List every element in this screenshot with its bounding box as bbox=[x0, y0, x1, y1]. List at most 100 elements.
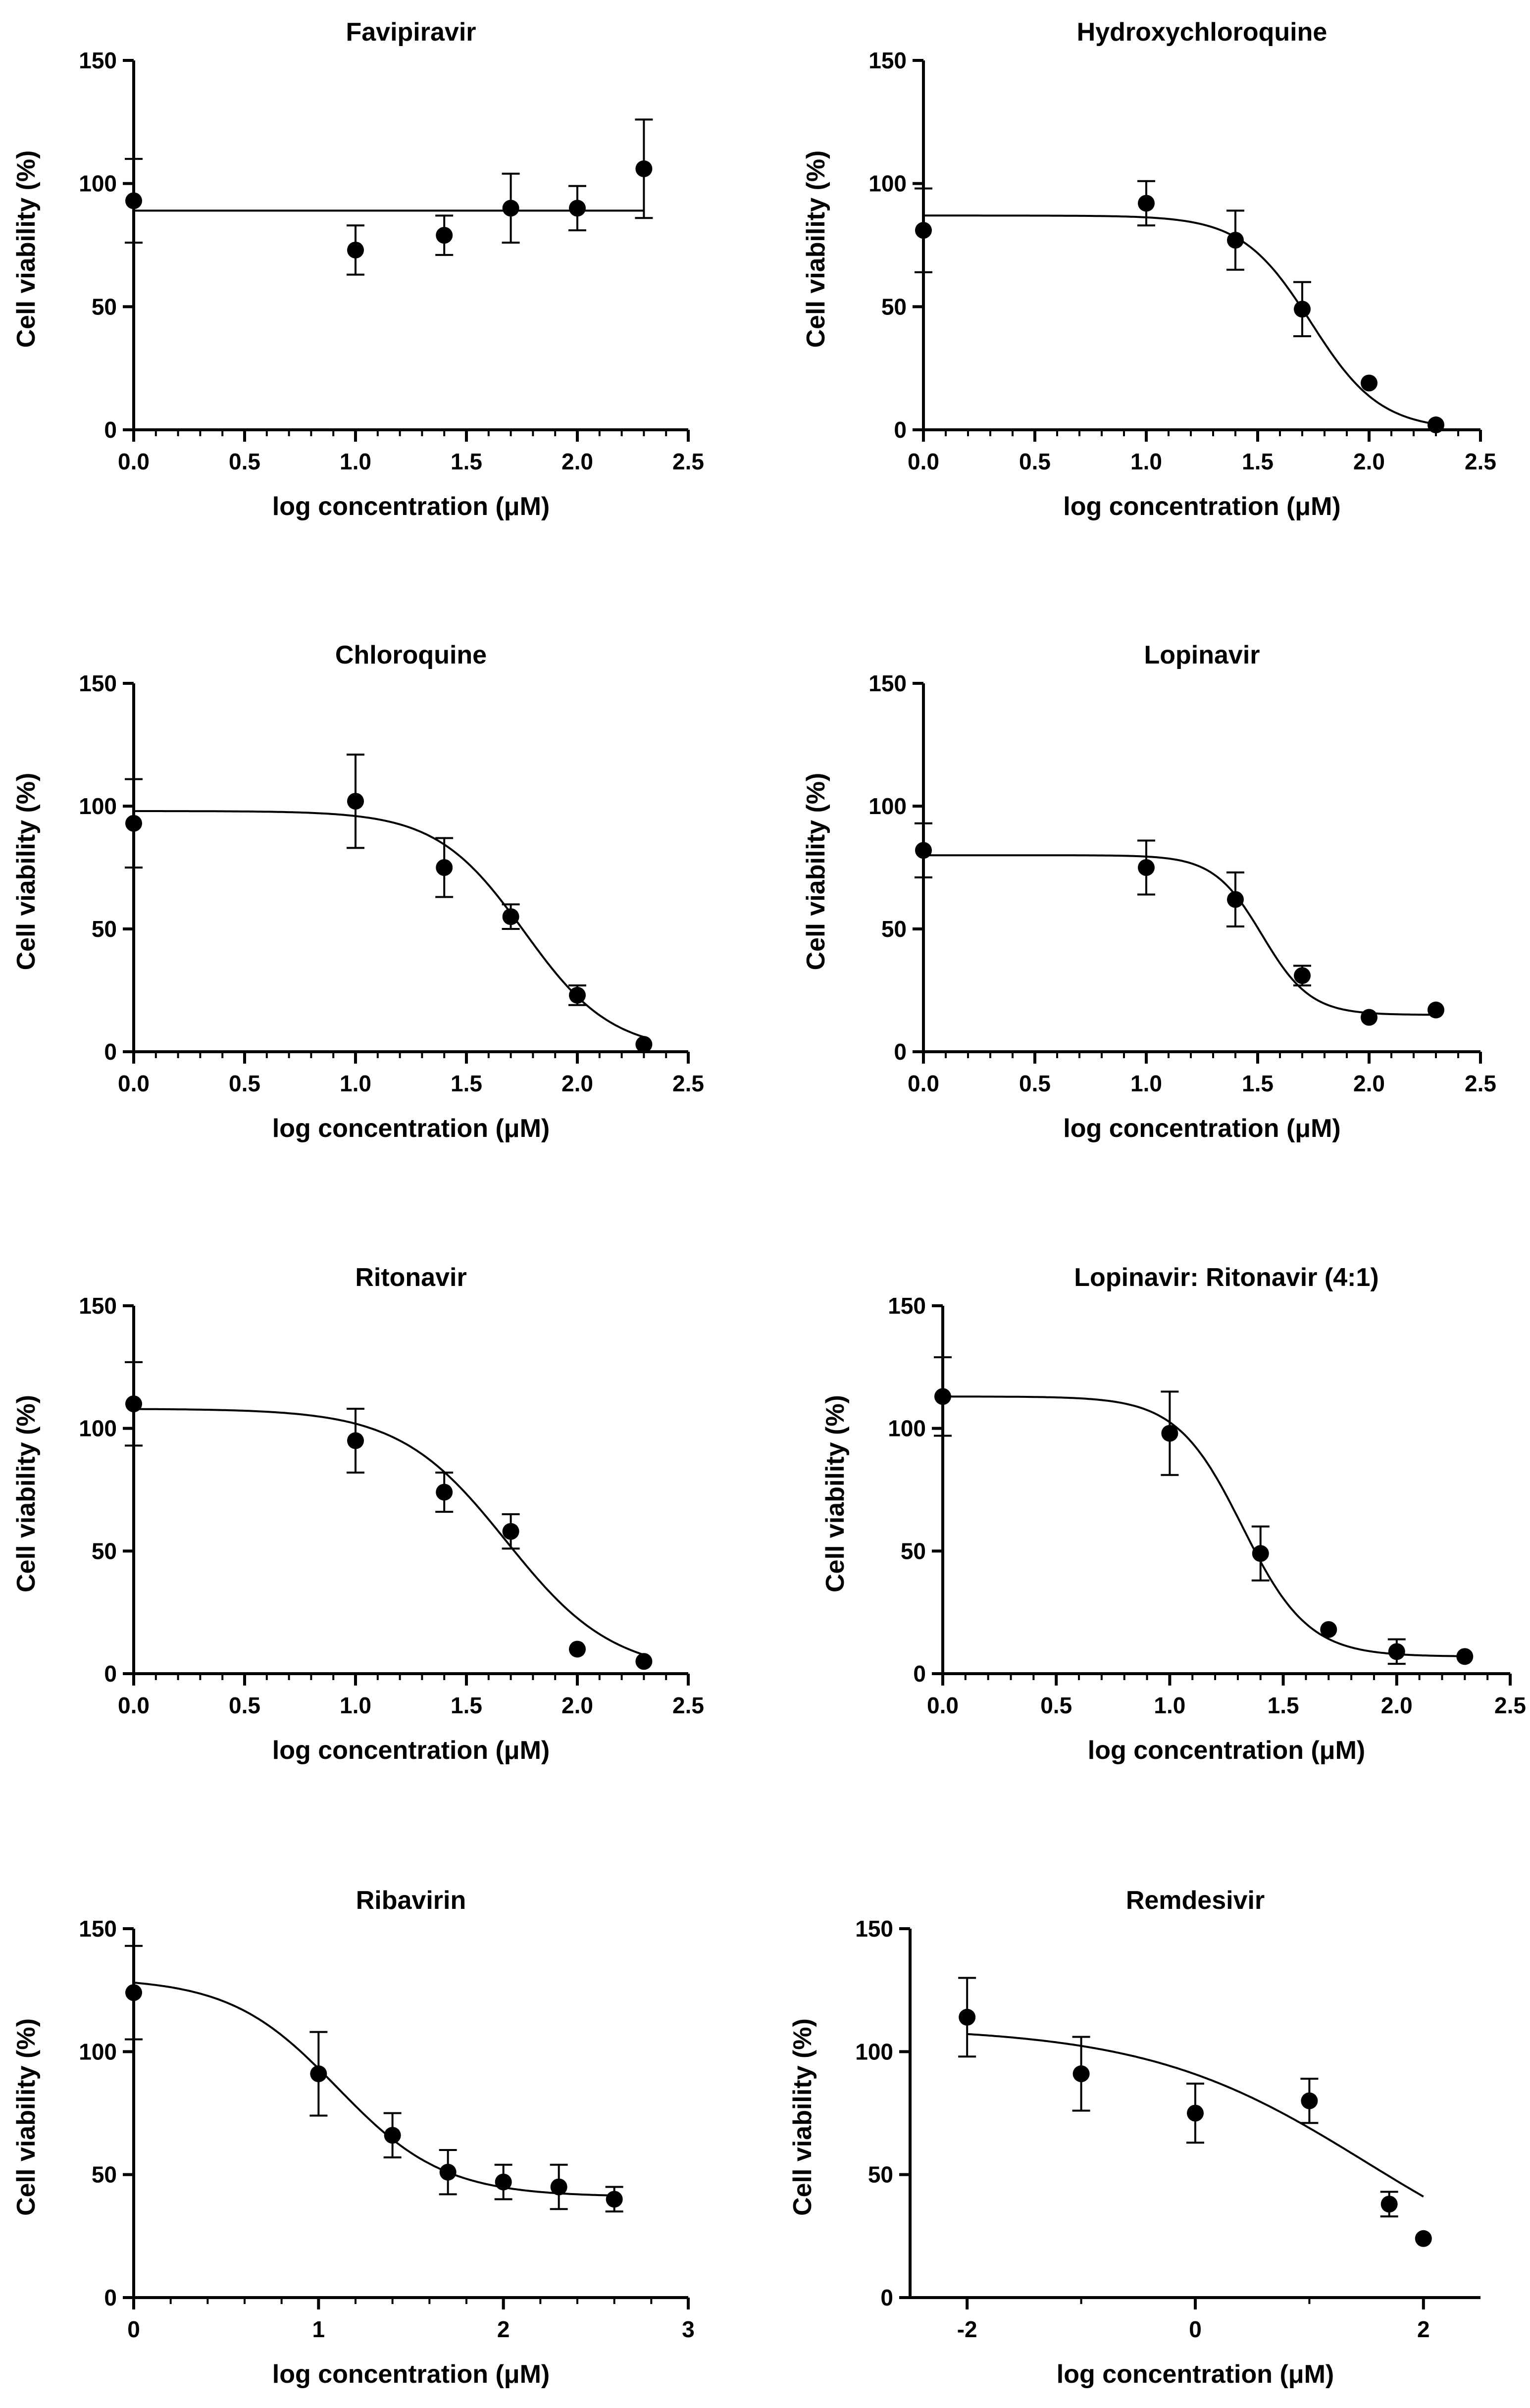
y-tick-label: 150 bbox=[868, 48, 907, 73]
chart-panel: 0 50 100 150 0.0 0.5 1.0 1.5 2.0 2.5 Hydroxychloro… bbox=[802, 18, 1496, 521]
chart-title: Lopinavir: Ritonavir (4:1) bbox=[1074, 1263, 1378, 1292]
y-tick-label: 150 bbox=[79, 1916, 117, 1942]
x-tick-label: 3 bbox=[682, 2316, 695, 2342]
y-tick-label: 100 bbox=[868, 171, 907, 197]
data-point bbox=[502, 908, 519, 925]
data-point bbox=[1294, 967, 1311, 984]
y-tick-label: 150 bbox=[79, 1293, 117, 1319]
y-axis-label: Cell viability (%) bbox=[12, 151, 41, 348]
data-point bbox=[635, 1036, 653, 1053]
y-tick-label: 100 bbox=[79, 793, 117, 819]
y-tick-label: 50 bbox=[92, 294, 117, 319]
x-tick-label: 2.0 bbox=[561, 1692, 593, 1718]
y-tick-label: 50 bbox=[881, 294, 907, 319]
chart-panel: 0 50 100 150 0.0 0.5 1.0 1.5 2.0 2.5 Lopinavir log … bbox=[802, 641, 1496, 1143]
y-tick-label: 0 bbox=[104, 1661, 117, 1687]
data-point bbox=[550, 2178, 567, 2196]
x-tick-label: 2.0 bbox=[561, 449, 593, 474]
chart-title: Hydroxychloroquine bbox=[1077, 18, 1327, 47]
x-tick-label: 1.0 bbox=[340, 449, 371, 474]
y-tick-label: 0 bbox=[894, 417, 907, 443]
x-tick-label: 2.5 bbox=[672, 449, 704, 474]
data-point bbox=[1380, 2196, 1398, 2213]
x-axis-label: log concentration (μM) bbox=[1057, 2360, 1334, 2389]
data-point bbox=[1320, 1621, 1337, 1638]
fit-curve bbox=[923, 854, 1436, 1016]
chart-title: Lopinavir bbox=[1144, 641, 1260, 669]
y-tick-label: 0 bbox=[104, 1039, 117, 1065]
x-tick-label: 0.0 bbox=[908, 1071, 939, 1096]
y-tick-label: 50 bbox=[868, 2162, 893, 2188]
x-tick-label: 2.5 bbox=[672, 1692, 704, 1718]
x-tick-label: 0.0 bbox=[118, 449, 150, 474]
x-tick-label: 0 bbox=[127, 2316, 140, 2342]
chart-panel: 0 50 100 150 0.0 0.5 1.0 1.5 2.0 2.5 Lopinavir: Ri… bbox=[821, 1263, 1526, 1765]
x-tick-label: 0.0 bbox=[118, 1071, 150, 1096]
x-tick-label: 2.0 bbox=[1353, 449, 1385, 474]
data-point bbox=[495, 2173, 512, 2191]
x-tick-label: 2 bbox=[1417, 2316, 1430, 2342]
data-point bbox=[569, 986, 586, 1004]
x-tick-label: -2 bbox=[957, 2316, 977, 2342]
x-tick-label: 1.0 bbox=[1130, 1071, 1162, 1096]
chart-title: Favipiravir bbox=[346, 18, 476, 47]
y-tick-label: 100 bbox=[79, 171, 117, 197]
data-point bbox=[1428, 416, 1444, 434]
x-tick-label: 2.5 bbox=[1465, 449, 1496, 474]
x-tick-label: 1 bbox=[312, 2316, 325, 2342]
y-tick-label: 50 bbox=[901, 1538, 926, 1564]
y-tick-label: 150 bbox=[79, 48, 117, 73]
y-tick-label: 100 bbox=[79, 1416, 117, 1441]
x-tick-label: 2.0 bbox=[1381, 1692, 1413, 1718]
data-point bbox=[1428, 1001, 1444, 1019]
x-tick-label: 2.0 bbox=[561, 1071, 593, 1096]
chart-title: Remdesivir bbox=[1126, 1886, 1265, 1915]
data-point bbox=[934, 1388, 951, 1405]
x-tick-label: 0.0 bbox=[908, 449, 939, 474]
data-point bbox=[635, 160, 653, 177]
chart-panel: 0 50 100 150 0.0 0.5 1.0 1.5 2.0 2.5 Chloroquine lo… bbox=[12, 641, 704, 1143]
y-tick-label: 150 bbox=[79, 670, 117, 696]
data-point bbox=[436, 1484, 453, 1501]
x-tick-label: 0.5 bbox=[229, 1692, 260, 1718]
y-tick-label: 0 bbox=[880, 2285, 893, 2310]
y-axis-label: Cell viability (%) bbox=[821, 1395, 850, 1592]
x-tick-label: 1.0 bbox=[1154, 1692, 1185, 1718]
x-tick-label: 2.0 bbox=[1353, 1071, 1385, 1096]
data-point bbox=[1456, 1648, 1474, 1665]
data-point bbox=[436, 859, 453, 876]
y-axis-label: Cell viability (%) bbox=[802, 773, 830, 971]
data-point bbox=[439, 2163, 457, 2181]
y-tick-label: 100 bbox=[79, 2039, 117, 2064]
x-tick-label: 0.5 bbox=[229, 1071, 260, 1096]
data-point bbox=[502, 1523, 519, 1540]
x-tick-label: 1.5 bbox=[451, 1071, 482, 1096]
data-point bbox=[125, 1395, 142, 1413]
x-tick-label: 1.0 bbox=[340, 1071, 371, 1096]
x-tick-label: 1.5 bbox=[451, 1692, 482, 1718]
data-point bbox=[125, 1984, 142, 2001]
x-tick-label: 0 bbox=[1189, 2316, 1202, 2342]
data-point bbox=[569, 200, 586, 217]
data-point bbox=[915, 842, 932, 859]
chart-title: Ribavirin bbox=[356, 1886, 466, 1915]
data-point bbox=[1294, 301, 1311, 318]
data-point bbox=[1252, 1545, 1269, 1562]
chart-panel: 0 50 100 150 0.0 0.5 1.0 1.5 2.0 2.5 Ritonavir log … bbox=[12, 1263, 704, 1765]
data-point bbox=[915, 222, 932, 239]
chart-title: Chloroquine bbox=[335, 641, 487, 669]
fit-curve bbox=[967, 2033, 1424, 2198]
data-point bbox=[1361, 374, 1377, 392]
y-tick-label: 100 bbox=[868, 793, 907, 819]
data-point bbox=[310, 2065, 327, 2083]
x-axis-label: log concentration (μM) bbox=[272, 1114, 550, 1143]
x-tick-label: 1.5 bbox=[1268, 1692, 1299, 1718]
y-tick-label: 0 bbox=[104, 417, 117, 443]
x-tick-label: 0.0 bbox=[118, 1692, 150, 1718]
data-point bbox=[1227, 232, 1244, 249]
x-tick-label: 1.5 bbox=[1242, 1071, 1274, 1096]
x-axis-label: log concentration (μM) bbox=[1088, 1736, 1365, 1765]
fit-curve bbox=[134, 810, 645, 1038]
data-point bbox=[436, 227, 453, 244]
